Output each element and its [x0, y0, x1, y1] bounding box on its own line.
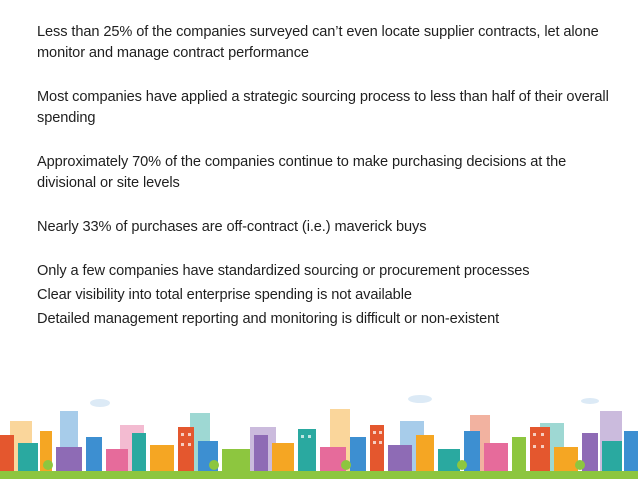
text-block: Less than 25% of the companies surveyed … [37, 22, 627, 330]
paragraph-purchasing-decisions: Approximately 70% of the companies conti… [37, 154, 567, 191]
paragraph-supplier-contracts: Less than 25% of the companies surveyed … [37, 24, 599, 61]
paragraph-management-reporting: Detailed management reporting and monito… [37, 311, 500, 327]
city-skyline-illustration [0, 395, 638, 479]
ground-strip [0, 471, 638, 479]
paragraph-enterprise-visibility: Clear visibility into total enterprise s… [37, 287, 412, 303]
paragraph-strategic-sourcing: Most companies have applied a strategic … [37, 89, 609, 126]
paragraph-maverick-buys: Nearly 33% of purchases are off-contract… [37, 219, 427, 235]
paragraph-standardized-processes: Only a few companies have standardized s… [37, 263, 530, 279]
